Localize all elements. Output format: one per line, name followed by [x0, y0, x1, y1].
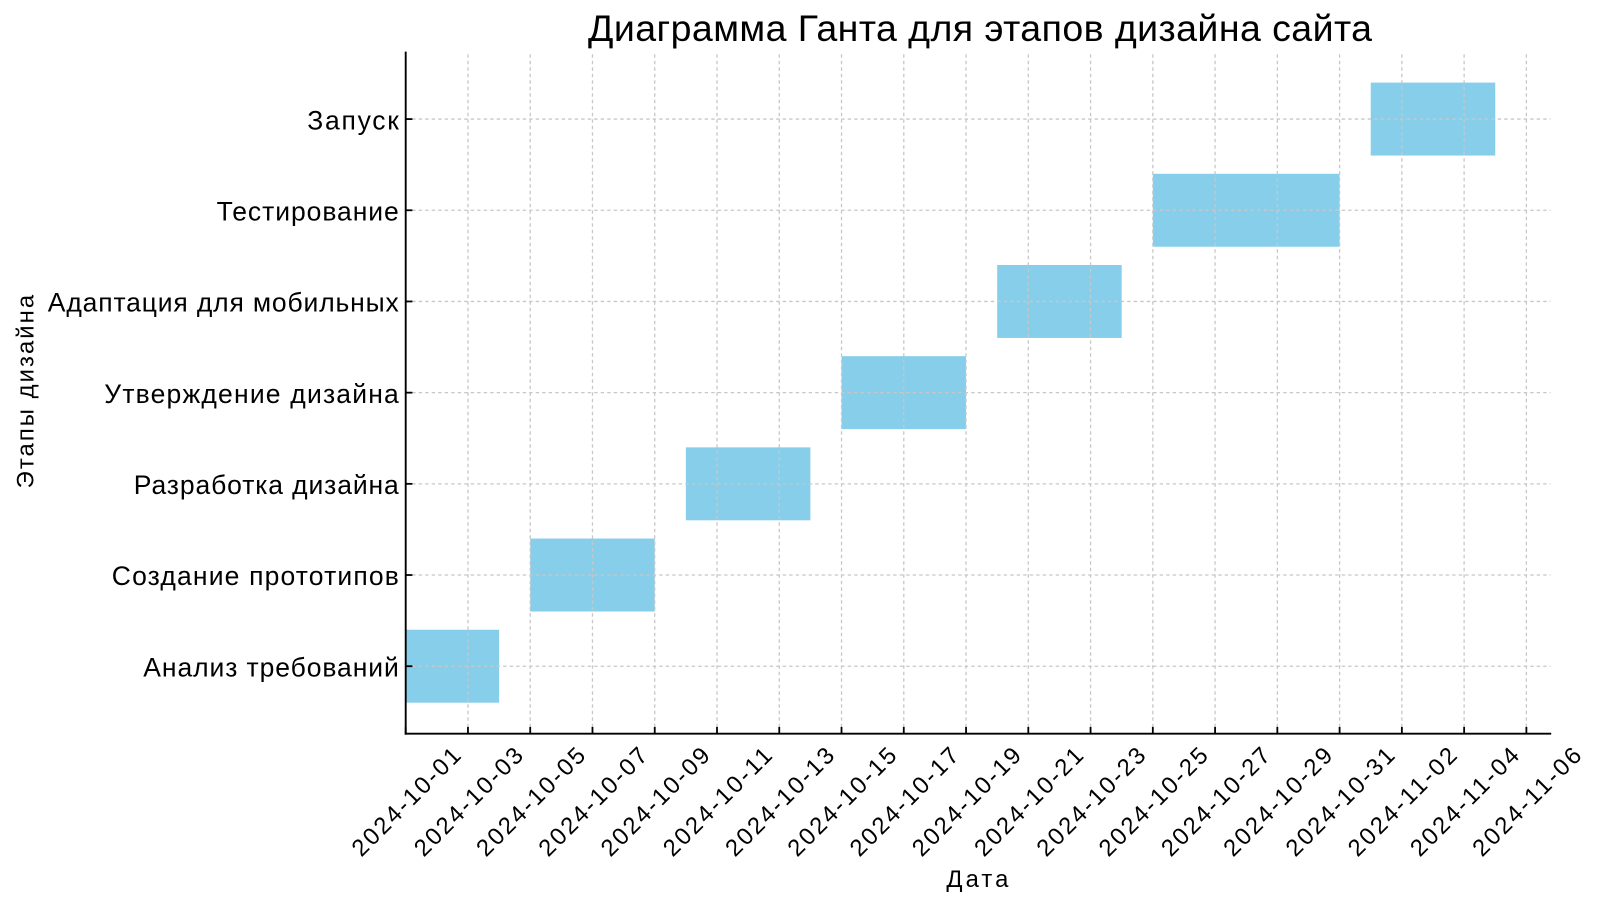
svg-text:Создание прототипов: Создание прототипов	[112, 561, 399, 591]
svg-text:Разработка дизайна: Разработка дизайна	[134, 470, 399, 500]
svg-text:Дата: Дата	[946, 866, 1009, 893]
svg-text:Анализ требований: Анализ требований	[143, 652, 399, 682]
svg-text:Этапы дизайна: Этапы дизайна	[12, 294, 39, 488]
svg-text:Диаграмма Ганта для этапов диз: Диаграмма Ганта для этапов дизайна сайта	[588, 7, 1372, 49]
svg-text:Запуск: Запуск	[307, 105, 399, 135]
svg-text:Тестирование: Тестирование	[217, 196, 399, 226]
svg-text:Утверждение дизайна: Утверждение дизайна	[104, 379, 399, 409]
svg-text:Адаптация для мобильных: Адаптация для мобильных	[48, 288, 399, 318]
